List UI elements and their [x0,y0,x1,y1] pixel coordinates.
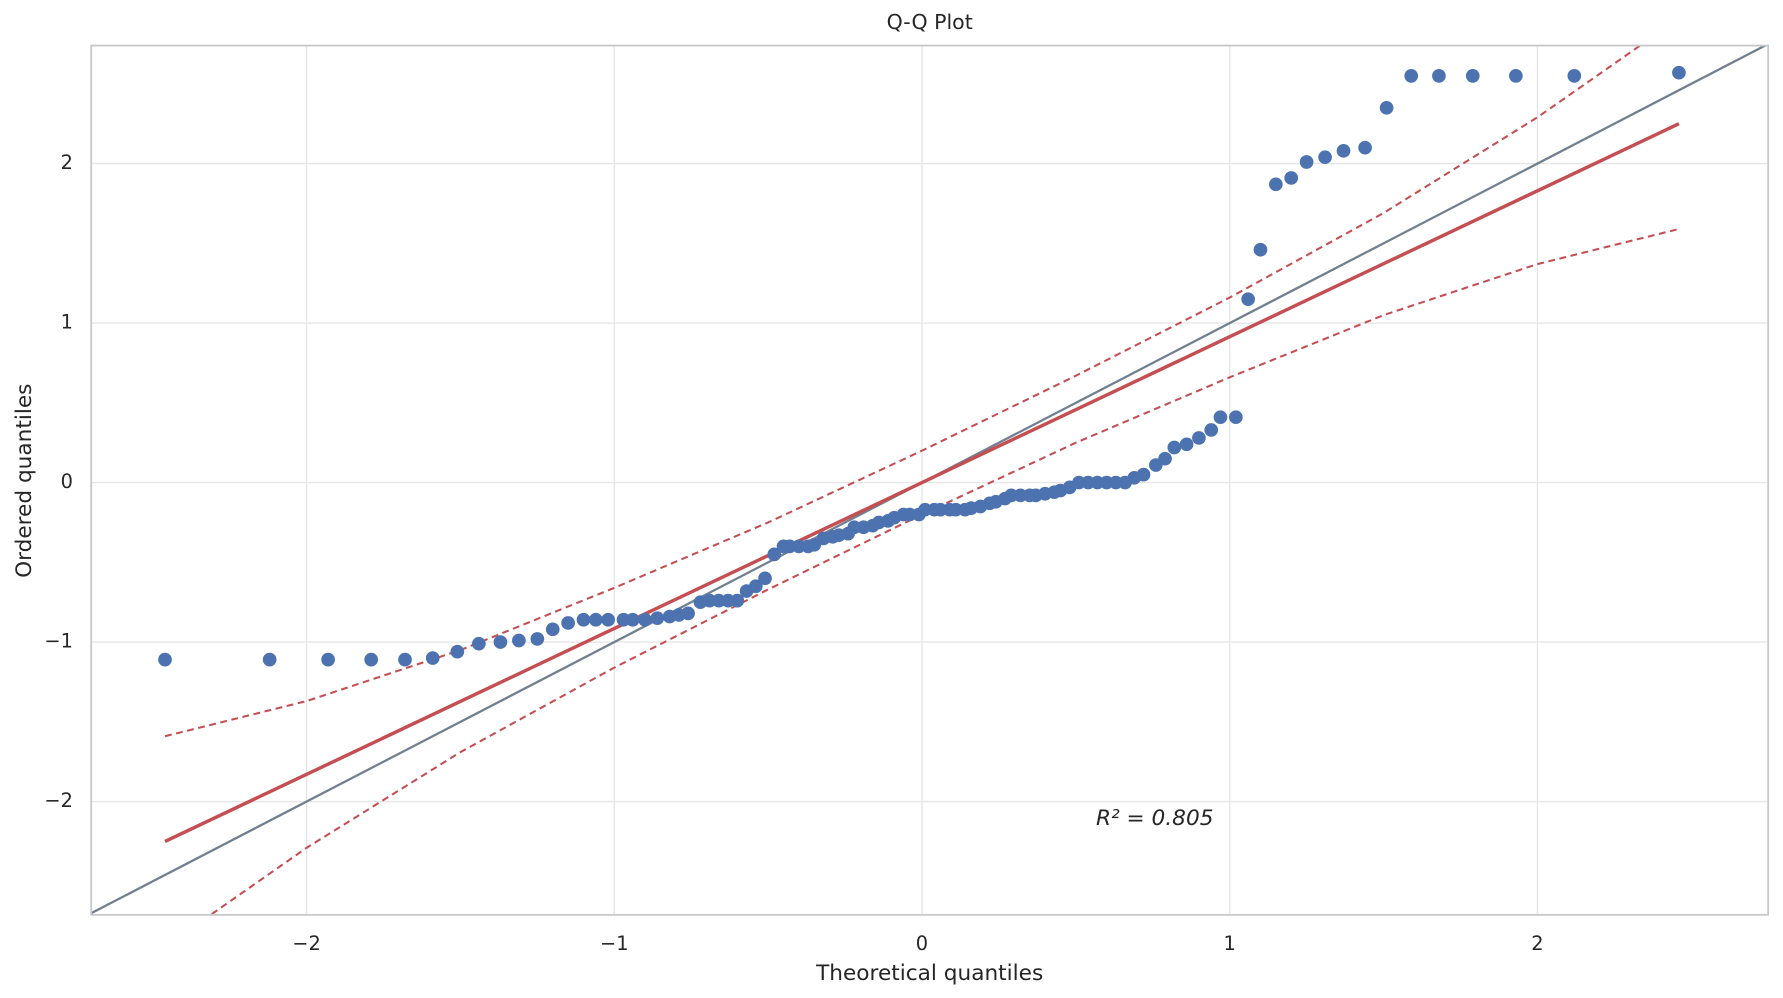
point [1336,144,1351,158]
point [398,652,412,667]
point [1241,292,1255,307]
point [530,632,545,646]
y-tick-label: −2 [44,789,73,812]
grid [91,45,1769,915]
x-axis-label: Theoretical quantiles [815,961,1043,986]
point [1404,69,1419,83]
point [638,612,652,627]
point [1358,140,1372,155]
point [493,635,508,649]
point [1379,100,1394,115]
reference-line [164,45,1642,738]
point [625,612,640,627]
plot-area [91,45,1768,915]
point [1432,69,1446,83]
y-tick-label: −1 [44,630,73,653]
point [1465,69,1480,83]
point [730,593,745,608]
point [748,579,763,594]
point [758,571,772,586]
point [1567,69,1582,83]
point [321,652,335,667]
y-tick-label: 1 [61,311,73,334]
point [576,612,591,627]
y-tick-label: 2 [61,151,73,174]
point [512,633,526,648]
point [1284,171,1299,185]
point [472,636,486,651]
reference-line [164,122,1680,844]
point [767,547,782,562]
point [1204,423,1219,437]
x-tick-label: −1 [600,932,629,955]
point [1167,440,1182,455]
point [1269,177,1283,192]
point [450,644,465,659]
y-tick-label: 0 [61,470,73,493]
point [1299,155,1314,169]
point [1158,451,1172,466]
point [425,651,440,665]
point [1253,242,1268,257]
point [364,652,379,667]
annotation: R² = 0.805 [1096,806,1213,831]
point [1192,431,1206,445]
x-tick-label: 0 [916,932,928,955]
point [1228,410,1243,425]
point [588,612,603,627]
reference-line [208,227,1680,915]
point [262,652,277,667]
x-tick-label: −2 [292,932,321,955]
x-tick-label: 1 [1224,932,1236,955]
point [1136,467,1151,482]
point [1672,65,1686,80]
point [601,612,615,627]
point [1318,150,1332,165]
point [158,652,172,667]
point [650,611,665,626]
point [545,622,560,637]
x-tick-label: 2 [1531,932,1543,955]
point [561,616,575,630]
point [681,606,695,621]
y-axis-label: Ordered quantiles [12,384,37,578]
plot-frame [90,44,1770,916]
point [1213,410,1228,425]
point [1509,69,1523,83]
chart-title: Q-Q Plot [887,10,973,34]
point [1179,437,1194,452]
